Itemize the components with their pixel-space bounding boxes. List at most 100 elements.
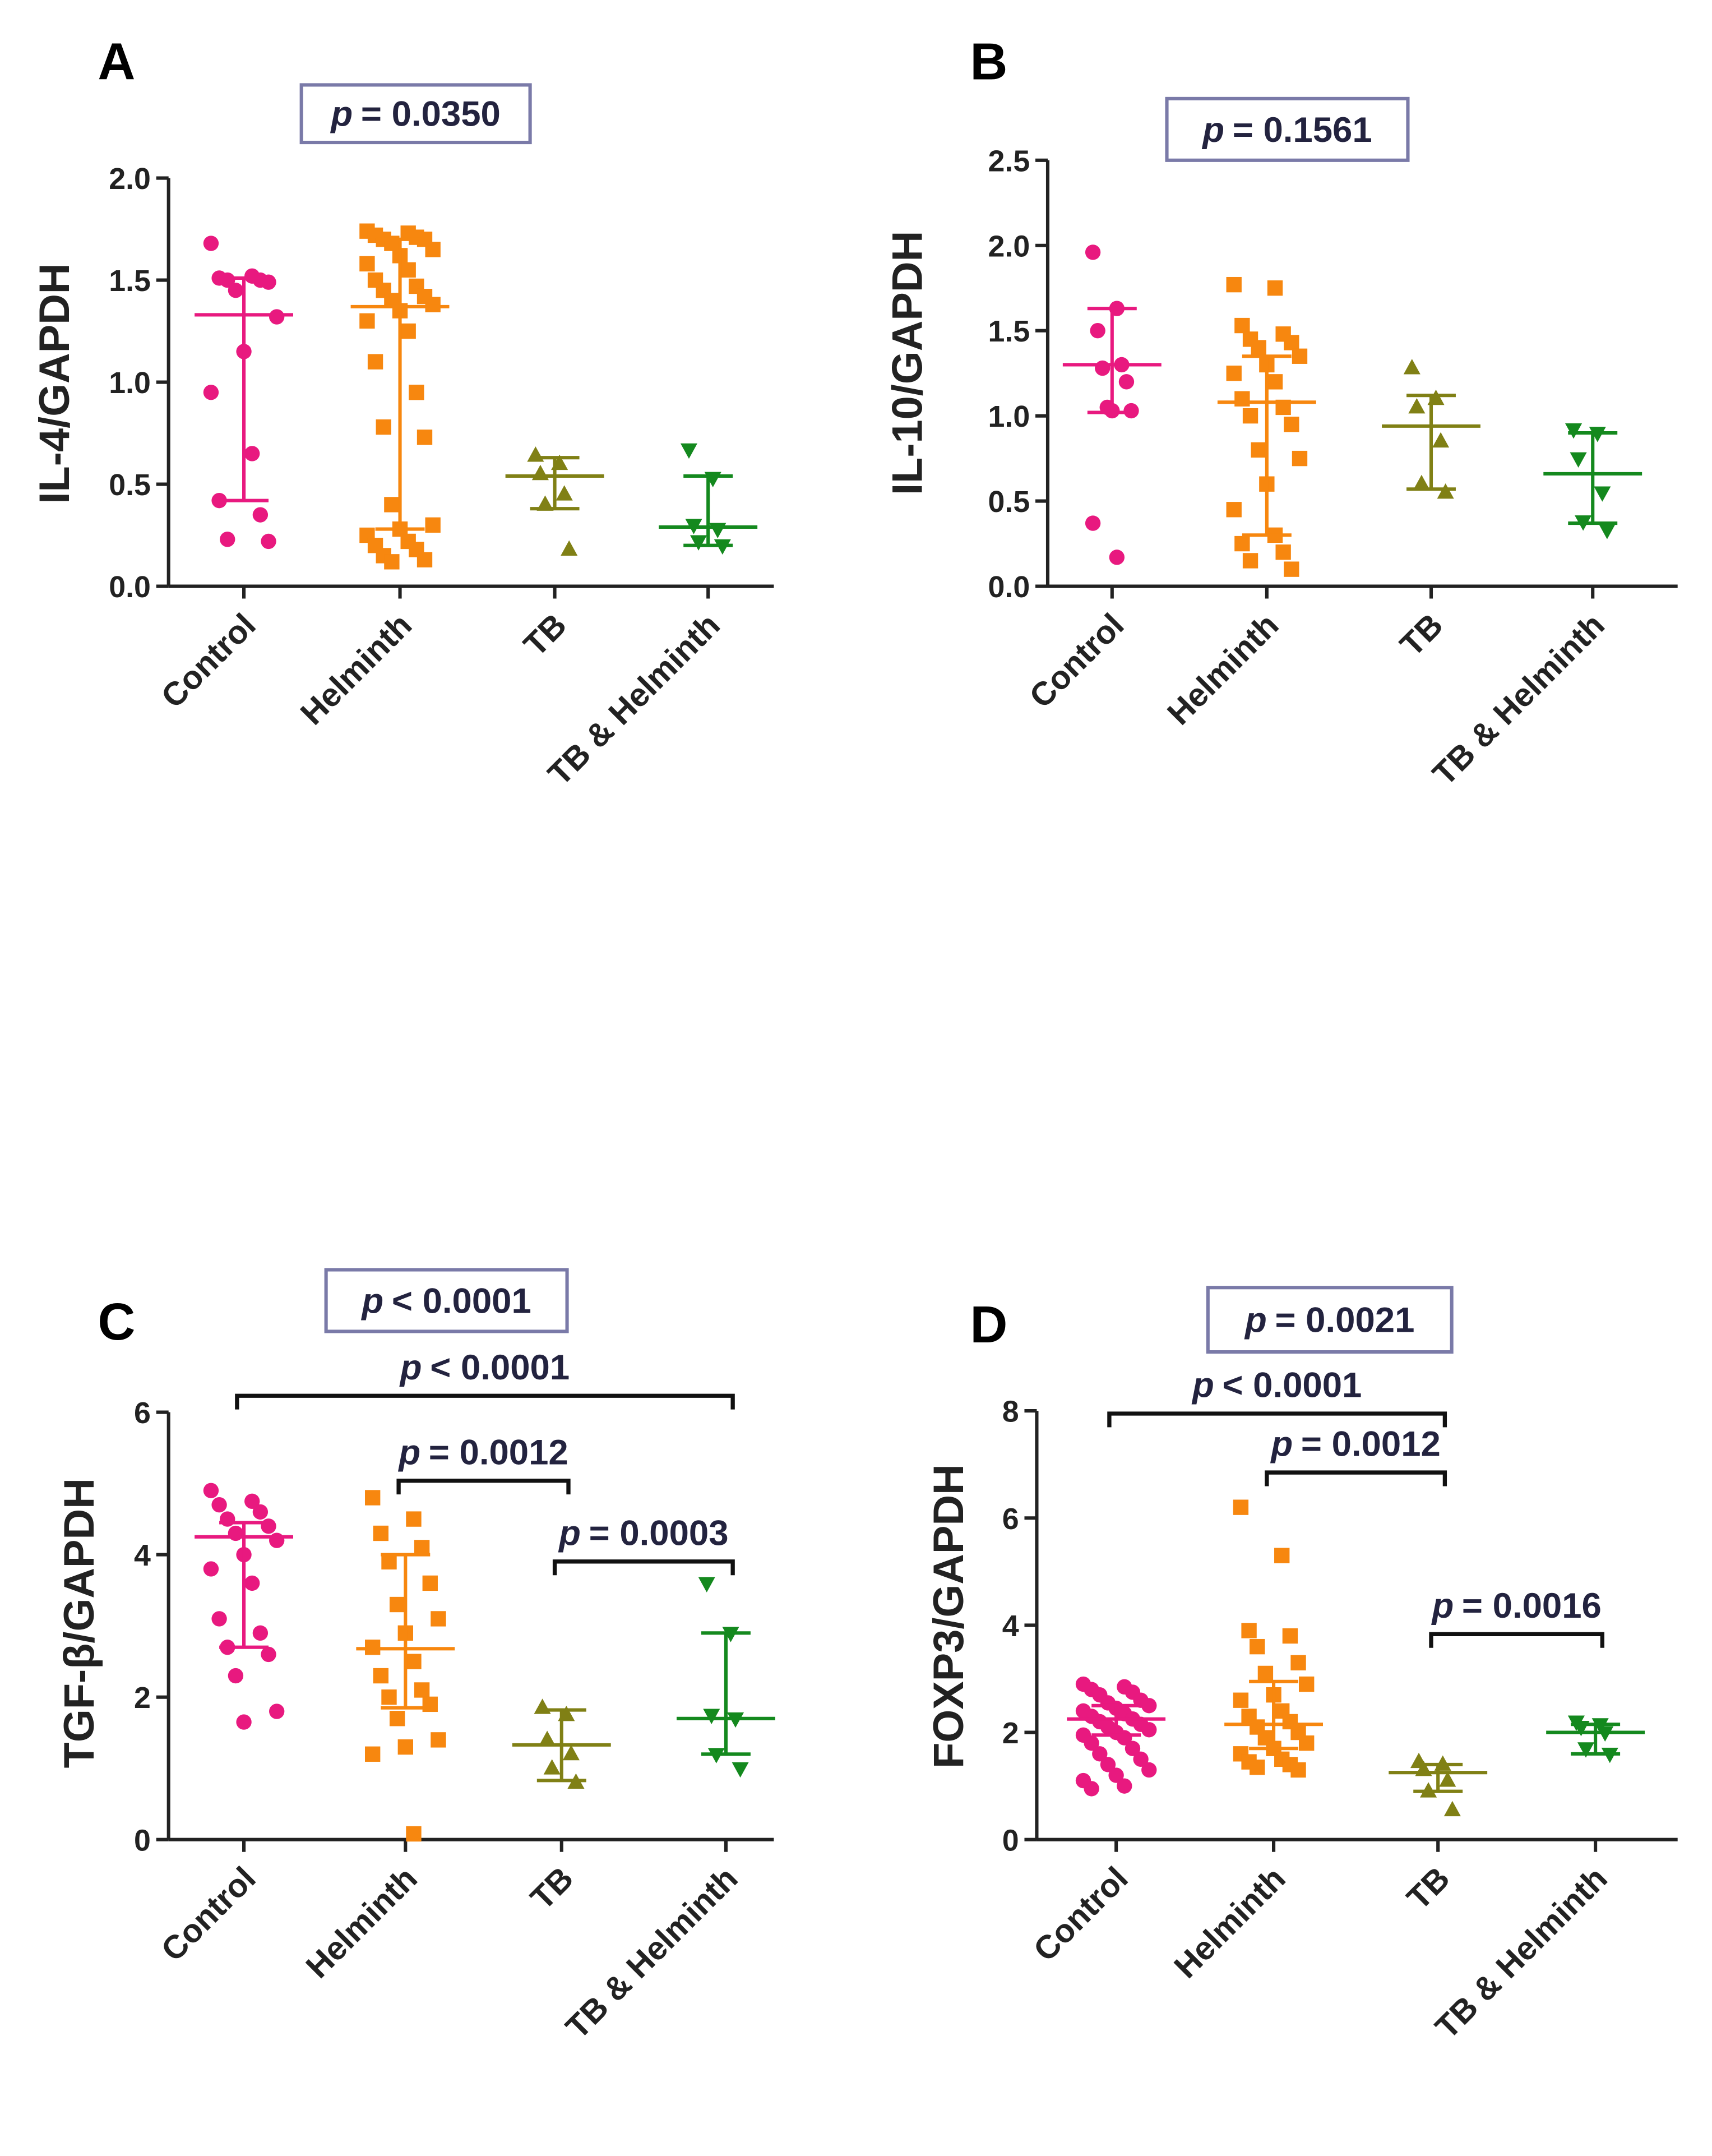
p-value-text: = 0.0350 [361, 95, 501, 134]
point [1117, 1778, 1132, 1794]
point [556, 485, 573, 501]
comparison-p-text: = 0.0012 [1301, 1425, 1441, 1464]
point [236, 1714, 252, 1730]
point [406, 1511, 422, 1527]
y-tick-label: 2.5 [988, 144, 1030, 178]
point [1125, 1741, 1141, 1756]
p-value-text: = 0.1561 [1233, 110, 1372, 150]
point [1226, 365, 1242, 381]
comparison-p: p < 0.0001 [399, 1348, 570, 1387]
x-tick-label: Control [154, 607, 262, 715]
y-tick-label: 0 [1002, 1823, 1019, 1857]
point [373, 1525, 389, 1541]
point [1274, 1548, 1290, 1563]
point [203, 385, 219, 400]
point [244, 1493, 260, 1509]
panel-letter: B [970, 33, 1007, 91]
x-tick-label: Helminth [1167, 1860, 1292, 1985]
comparison-bracket [235, 1393, 735, 1410]
y-tick-label: 8 [1002, 1395, 1019, 1429]
point [252, 1625, 269, 1641]
point [703, 1709, 720, 1724]
comparison-p: p = 0.0003 [558, 1514, 728, 1553]
comparison-p-symbol: p [399, 1348, 422, 1387]
point [406, 1826, 422, 1842]
point [431, 1611, 446, 1627]
comparison-bracket [1265, 1470, 1447, 1486]
p-box [324, 1268, 569, 1333]
p-value-text: < 0.0001 [392, 1281, 531, 1321]
point [1267, 374, 1283, 390]
comparison-p-text: < 0.0001 [430, 1348, 570, 1387]
y-tick-label: 4 [134, 1539, 151, 1572]
point [1118, 374, 1135, 390]
x-tick-label: TB [1393, 607, 1450, 663]
p-value: p < 0.0001 [360, 1281, 531, 1321]
point [1251, 442, 1266, 458]
x-tick-label: Control [154, 1860, 262, 1968]
point [1257, 1665, 1274, 1682]
point [1570, 452, 1587, 468]
point [228, 283, 244, 298]
p-box [1165, 96, 1410, 162]
comparison-bracket [396, 1479, 571, 1495]
p-box [1206, 1286, 1454, 1354]
point [536, 495, 554, 511]
y-tick-label: 2 [1002, 1716, 1019, 1750]
point [1408, 398, 1426, 414]
point [1275, 544, 1291, 560]
x-tick-label: Control [1026, 1860, 1135, 1968]
point [1284, 417, 1299, 432]
point [1292, 348, 1308, 364]
point [425, 297, 441, 312]
y-tick-label: 6 [1002, 1502, 1019, 1536]
x-tick-label: Helminth [299, 1860, 424, 1985]
point [1241, 1623, 1257, 1638]
point [527, 446, 544, 462]
point [269, 309, 285, 325]
point [381, 1689, 397, 1705]
x-tick-label: Helminth [1160, 607, 1285, 732]
point [1282, 1628, 1298, 1644]
point [1267, 280, 1283, 296]
point [1234, 317, 1250, 334]
point [1234, 535, 1250, 552]
point [252, 1504, 269, 1520]
point [1594, 486, 1611, 502]
point [422, 1696, 438, 1712]
point [1292, 450, 1308, 467]
point [203, 236, 219, 251]
point [1251, 340, 1266, 356]
point [698, 1577, 715, 1592]
point [211, 1611, 227, 1627]
point [367, 354, 383, 370]
point [539, 1730, 556, 1746]
point [365, 1490, 381, 1506]
point [1133, 1751, 1149, 1767]
comparison-p-text: = 0.0012 [429, 1433, 568, 1472]
panel-letter: A [98, 33, 135, 91]
point [1141, 1762, 1157, 1778]
comparison-bracket [1429, 1632, 1605, 1648]
point [389, 1596, 405, 1613]
point [1141, 1722, 1157, 1738]
panel-letter: C [98, 1292, 135, 1351]
y-tick-label: 1.5 [988, 315, 1030, 348]
point [425, 242, 441, 257]
point [1284, 335, 1299, 350]
p-value-symbol: p [1244, 1301, 1267, 1340]
point [680, 443, 698, 459]
point [1226, 502, 1242, 518]
y-tick-label: 1.0 [988, 400, 1030, 433]
point [1234, 391, 1250, 407]
panel-letter: D [970, 1295, 1007, 1354]
p-box [299, 83, 532, 145]
comparison-p-text: = 0.0016 [1462, 1586, 1602, 1626]
y-tick-label: 0 [134, 1823, 151, 1857]
point [220, 272, 235, 288]
point [381, 1554, 397, 1569]
x-tick-label: TB [1400, 1860, 1457, 1917]
point [1250, 1760, 1265, 1775]
point [1233, 1499, 1249, 1515]
point [359, 313, 375, 329]
